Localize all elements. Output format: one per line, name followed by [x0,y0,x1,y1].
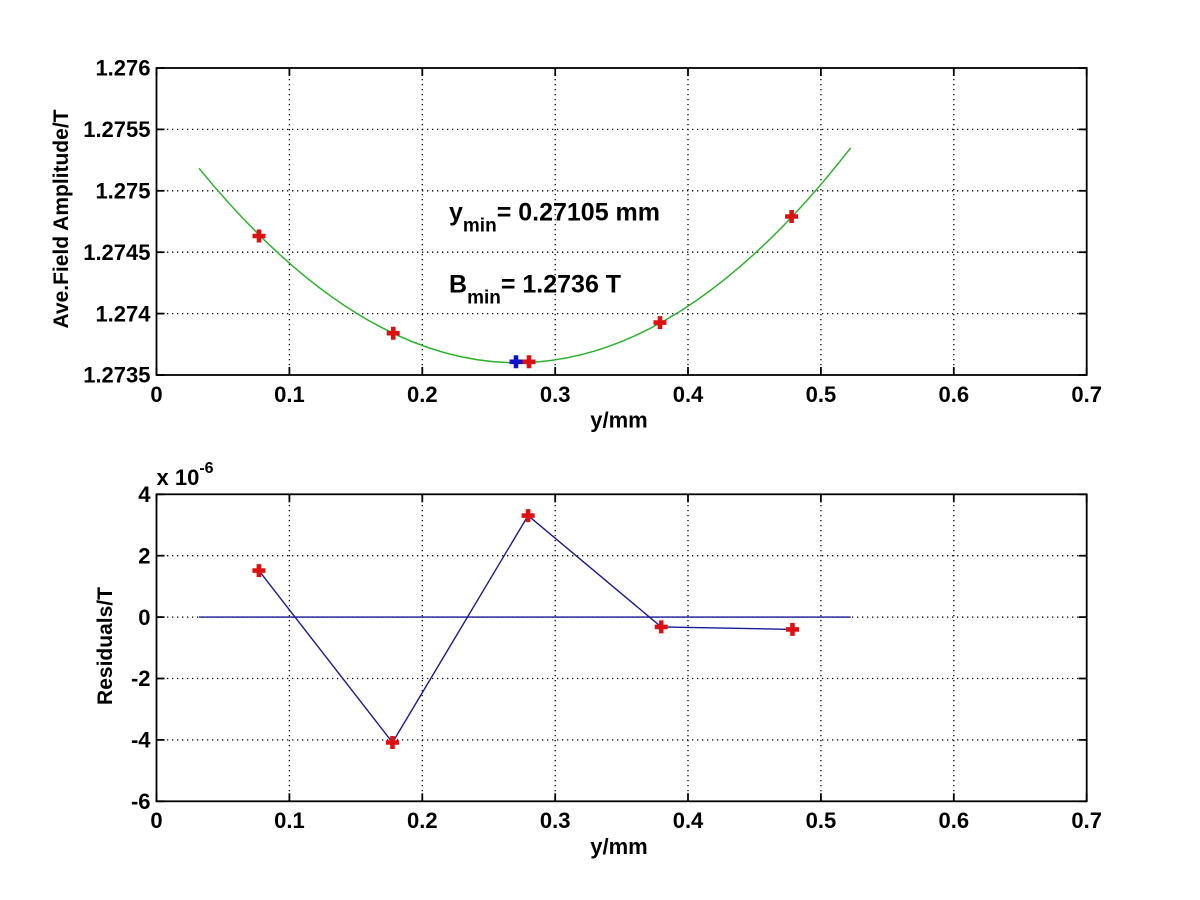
svg-text:1.274: 1.274 [95,301,151,326]
svg-text:0.4: 0.4 [673,808,704,833]
svg-text:0.5: 0.5 [806,808,837,833]
svg-text:-6: -6 [131,789,151,814]
svg-text:-2: -2 [131,666,151,691]
svg-text:0.2: 0.2 [407,808,438,833]
svg-text:0.1: 0.1 [274,382,305,407]
svg-text:0.7: 0.7 [1071,382,1102,407]
svg-text:Ave.Field Amplitude/T: Ave.Field Amplitude/T [50,109,73,328]
svg-text:0.3: 0.3 [540,808,571,833]
svg-text:2: 2 [138,543,150,568]
svg-text:0: 0 [150,808,162,833]
svg-text:0: 0 [138,605,150,630]
svg-text:4: 4 [138,482,151,507]
svg-text:1.275: 1.275 [95,179,150,204]
svg-text:0.1: 0.1 [274,808,305,833]
svg-text:1.2755: 1.2755 [83,117,150,142]
svg-text:1.2735: 1.2735 [83,363,150,388]
svg-text:0.5: 0.5 [806,382,837,407]
svg-text:y/mm: y/mm [590,408,647,433]
svg-text:y/mm: y/mm [590,834,647,859]
svg-text:1.276: 1.276 [95,56,150,81]
svg-text:0.2: 0.2 [407,382,438,407]
svg-text:0.7: 0.7 [1071,808,1102,833]
svg-text:0.4: 0.4 [673,382,704,407]
svg-text:0.6: 0.6 [939,382,970,407]
svg-text:Residuals/T: Residuals/T [94,587,117,705]
svg-text:1.2745: 1.2745 [83,240,150,265]
svg-text:0.6: 0.6 [939,808,970,833]
svg-text:-4: -4 [131,728,151,753]
svg-text:0: 0 [150,382,162,407]
svg-text:0.3: 0.3 [540,382,571,407]
